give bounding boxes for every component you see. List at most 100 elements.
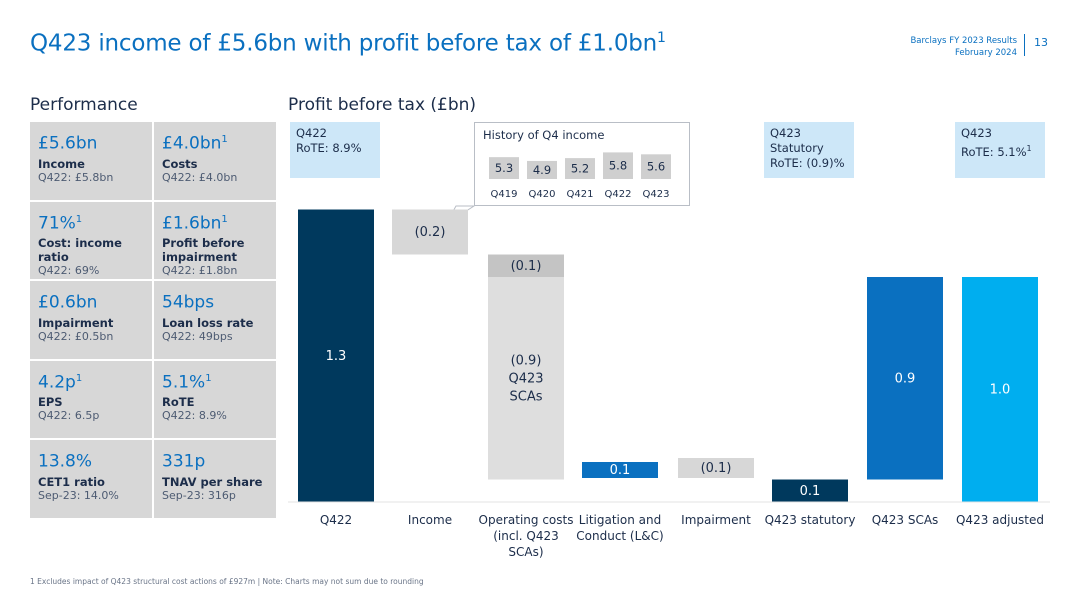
metric-value: 54bps <box>162 292 215 313</box>
metric-label: Impairment <box>38 315 114 330</box>
metric-value: 13.8% <box>38 452 93 473</box>
history-value-label: 5.6 <box>647 160 665 174</box>
metric-label: Income <box>38 156 85 171</box>
metric-label: EPS <box>38 395 63 410</box>
info-line: Q423 <box>961 126 993 140</box>
metric-comparison: Sep-23: 316p <box>162 489 236 503</box>
metric-cell-costs: £4.0bn1 Costs Q422: £4.0bn <box>154 122 276 200</box>
info-q423-adjusted-rote: Q423 RoTE: 5.1%1 <box>955 122 1045 178</box>
metric-value: £0.6bn <box>38 292 98 313</box>
metric-cell-impairment: £0.6bn Impairment Q422: £0.5bn <box>30 281 152 359</box>
metric-comparison: Q422: 8.9% <box>162 409 227 423</box>
x-axis-label: Q423 statutory <box>765 513 856 527</box>
waterfall-value-label: (0.1) <box>701 461 732 476</box>
waterfall-bar <box>392 209 468 255</box>
waterfall-value-label: 0.1 <box>610 463 631 478</box>
x-axis-label: SCAs) <box>508 545 543 559</box>
history-bar <box>489 157 519 179</box>
metric-comparison: Sep-23: 14.0% <box>38 489 119 503</box>
metric-label: CET1 ratio <box>38 475 105 490</box>
waterfall-value-label: SCAs <box>510 389 543 404</box>
performance-grid: £5.6bn Income Q422: £5.8bn £4.0bn1 Costs… <box>30 122 276 518</box>
waterfall-bar <box>678 458 754 478</box>
info-line: RoTE: 8.9% <box>296 141 362 155</box>
waterfall-value-label: 1.3 <box>326 349 347 364</box>
x-axis-label: Income <box>408 513 452 527</box>
page-title: Q423 income of £5.6bn with profit before… <box>30 30 666 57</box>
metric-value: 4.2p1 <box>38 372 83 393</box>
waterfall-value-label: (0.1) <box>511 259 542 274</box>
waterfall-bar <box>488 277 564 480</box>
history-mini-chart: 5.3 Q419 4.9 Q420 5.2 Q421 5.8 Q422 5.6 Q423 <box>489 152 671 200</box>
footnote: 1 Excludes impact of Q423 structural cos… <box>30 577 424 586</box>
metric-value: £5.6bn <box>38 133 98 154</box>
history-category-label: Q419 <box>491 189 518 200</box>
brand-line-1: Barclays FY 2023 Results <box>910 36 1017 46</box>
waterfall-bar <box>867 277 943 480</box>
history-category-label: Q422 <box>605 189 632 200</box>
info-line: Q423 <box>770 126 802 140</box>
history-title: History of Q4 income <box>483 128 605 142</box>
pbt-heading: Profit before tax (£bn) <box>288 95 477 115</box>
metric-label: Costs <box>162 156 198 171</box>
brand-divider <box>1024 34 1025 56</box>
waterfall-bar <box>962 277 1038 502</box>
info-line: Statutory <box>770 141 824 155</box>
metric-cell-loan-loss-rate: 54bps Loan loss rate Q422: 49bps <box>154 281 276 359</box>
history-bar <box>565 158 595 179</box>
waterfall-bar <box>298 209 374 502</box>
page-number: 13 <box>1034 36 1048 49</box>
metric-comparison: Q422: £4.0bn <box>162 170 238 184</box>
waterfall-bar <box>582 462 658 478</box>
metric-cell-profit-before-impairment: £1.6bn1 Profit before impairment Q422: £… <box>154 201 276 280</box>
waterfall-bar <box>772 479 848 502</box>
metric-comparison: Q422: 69% <box>38 264 100 278</box>
metric-comparison: Q422: 49bps <box>162 329 233 343</box>
waterfall-value-label: (0.9) <box>511 353 542 368</box>
metric-value: 71%1 <box>38 213 83 234</box>
history-value-label: 5.3 <box>495 161 513 175</box>
history-bar <box>641 154 671 179</box>
metric-label: RoTE <box>162 395 195 410</box>
performance-heading: Performance <box>30 95 138 115</box>
brand-block: Barclays FY 2023 Results February 2024 <box>910 35 1017 59</box>
x-axis-label: (incl. Q423 <box>493 529 559 543</box>
x-axis-label: Q423 SCAs <box>872 513 939 527</box>
metric-label: Cost: income ratio <box>38 236 122 265</box>
history-category-label: Q423 <box>643 189 670 200</box>
waterfall-value-label: Q423 <box>508 371 543 386</box>
waterfall-value-label: (0.2) <box>415 225 446 240</box>
metric-value: 5.1%1 <box>162 372 212 393</box>
waterfall-value-label: 0.1 <box>800 484 821 499</box>
waterfall-value-label: 0.9 <box>895 371 916 386</box>
history-value-label: 5.2 <box>571 162 589 176</box>
metric-label: Loan loss rate <box>162 315 254 330</box>
metric-label: Profit before impairment <box>162 236 245 265</box>
history-category-label: Q421 <box>567 189 594 200</box>
info-line: Q422 <box>296 126 328 140</box>
history-category-label: Q420 <box>529 189 556 200</box>
x-axis-label: Conduct (L&C) <box>576 529 663 543</box>
metric-comparison: Q422: 6.5p <box>38 409 100 423</box>
metric-value: £4.0bn1 <box>162 133 228 154</box>
history-bar <box>527 160 557 179</box>
x-axis-label: Operating costs <box>479 513 574 527</box>
metric-label: TNAV per share <box>162 475 263 490</box>
metric-cell-tnav: 331p TNAV per share Sep-23: 316p <box>154 440 276 518</box>
metric-cell-rote: 5.1%1 RoTE Q422: 8.9% <box>154 360 276 439</box>
history-bar <box>603 152 633 179</box>
metric-comparison: Q422: £5.8bn <box>38 170 114 184</box>
metric-cell-cet1: 13.8% CET1 ratio Sep-23: 14.0% <box>30 440 152 518</box>
info-line: RoTE: 5.1%1 <box>961 144 1032 159</box>
metric-cell-cost-income: 71%1 Cost: income ratio Q422: 69% <box>30 201 152 280</box>
metric-value: £1.6bn1 <box>162 213 228 234</box>
info-q422-rote: Q422 RoTE: 8.9% <box>290 122 380 178</box>
x-axis-label: Q422 <box>320 513 352 527</box>
history-q4-income-box: History of Q4 income 5.3 Q419 4.9 Q420 5.2 Q4… <box>474 122 690 206</box>
waterfall-value-label: 1.0 <box>990 383 1011 398</box>
x-axis-label: Litigation and <box>579 513 661 527</box>
info-line: RoTE: (0.9)% <box>770 156 845 170</box>
metric-cell-income: £5.6bn Income Q422: £5.8bn <box>30 122 152 200</box>
history-value-label: 5.8 <box>609 159 627 173</box>
metric-cell-eps: 4.2p1 EPS Q422: 6.5p <box>30 360 152 439</box>
